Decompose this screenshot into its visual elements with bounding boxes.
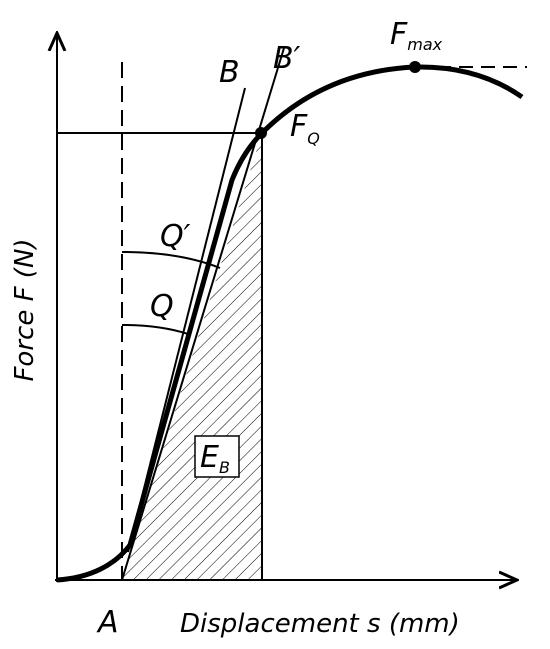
x-axis-label: Displacement s (mm) <box>180 609 460 639</box>
label: B′ <box>273 41 301 76</box>
label-box <box>194 435 240 478</box>
label: B <box>219 55 240 90</box>
angle-arc <box>121 324 189 335</box>
label: Fmax <box>390 17 443 54</box>
label-subscript: max <box>407 35 442 54</box>
label: F <box>290 109 308 144</box>
label: EB <box>200 440 230 477</box>
label: F <box>390 17 408 52</box>
force-curve <box>56 64 524 583</box>
label-subscript: B <box>219 458 230 477</box>
label: Q <box>150 289 174 324</box>
point <box>255 127 267 139</box>
y-axis-label: Force F (N) <box>10 238 40 381</box>
label-subscript: Q <box>307 129 320 148</box>
label: Q′ <box>160 219 191 254</box>
point <box>409 61 421 73</box>
angle-arc <box>121 251 221 269</box>
label: A <box>96 605 119 640</box>
label: FQ <box>290 109 320 148</box>
label: E <box>200 440 219 475</box>
